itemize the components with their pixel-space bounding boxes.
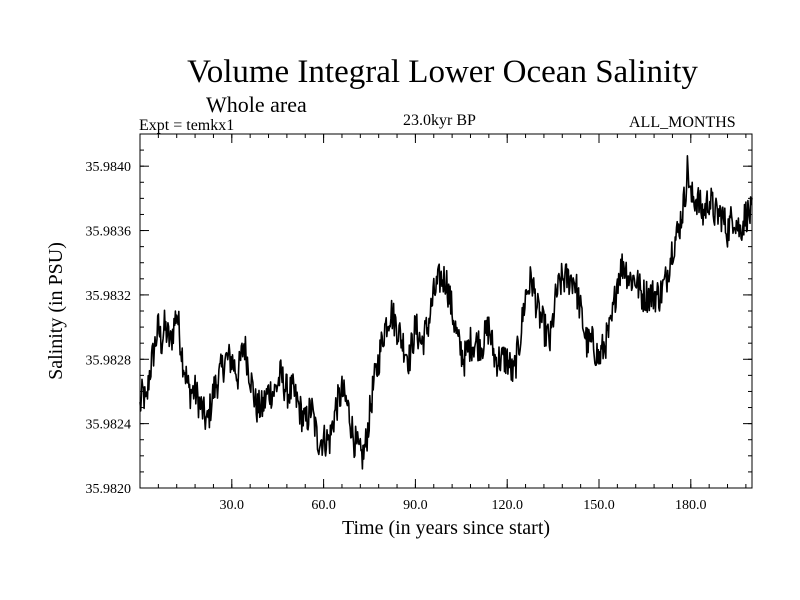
- x-tick-label: 150.0: [583, 498, 615, 513]
- y-tick-label: 35.9824: [86, 418, 132, 433]
- y-tick-label: 35.9828: [86, 353, 132, 368]
- y-tick-label: 35.9832: [86, 289, 132, 304]
- y-axis-label: Salinity (in PSU): [45, 242, 67, 380]
- months-label: ALL_MONTHS: [629, 114, 736, 131]
- experiment-label: Expt = temkx1: [139, 117, 235, 134]
- period-label: 23.0kyr BP: [403, 112, 476, 129]
- y-tick-label: 35.9820: [86, 482, 132, 497]
- y-tick-label: 35.9836: [86, 225, 132, 240]
- x-tick-label: 60.0: [311, 498, 336, 513]
- x-tick-label: 90.0: [403, 498, 428, 513]
- salinity-series-line: [139, 155, 753, 470]
- chart-title: Volume Integral Lower Ocean Salinity: [187, 54, 698, 90]
- x-tick-label: 30.0: [220, 498, 245, 513]
- chart-subtitle: Whole area: [206, 92, 307, 117]
- y-tick-label: 35.9840: [86, 160, 132, 175]
- plot-frame: [139, 133, 753, 489]
- tick-labels: 30.0 60.0 90.0 120.0 150.0 180.0 35.9820 35.982…: [86, 160, 707, 513]
- x-tick-label: 120.0: [491, 498, 523, 513]
- x-axis-label: Time (in years since start): [342, 517, 550, 539]
- x-tick-label: 180.0: [675, 498, 707, 513]
